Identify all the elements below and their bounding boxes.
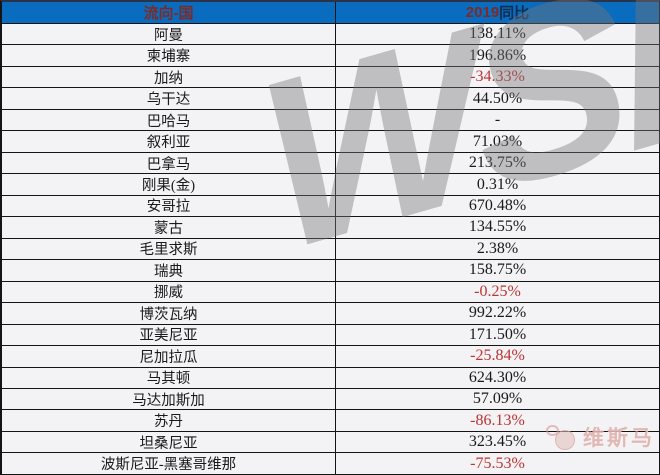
value-cell: 213.75% bbox=[468, 154, 527, 172]
country-cell: 蒙古 bbox=[2, 217, 336, 238]
table-row: 博茨瓦纳 992.22% bbox=[2, 303, 659, 325]
value-cell: 196.86% bbox=[468, 46, 527, 64]
country-cell: 乌干达 bbox=[2, 88, 336, 109]
value-cell: 44.50% bbox=[472, 89, 523, 107]
value-cell: 158.75% bbox=[468, 261, 527, 279]
value-cell: 992.22% bbox=[468, 304, 527, 322]
value-cell: -75.53% bbox=[470, 454, 525, 472]
table-row: 乌干达 44.50% bbox=[2, 88, 659, 110]
table-row: 挪威 -0.25% bbox=[2, 281, 659, 304]
country-cell: 尼加拉瓜 bbox=[2, 346, 336, 367]
country-cell: 安哥拉 bbox=[2, 195, 336, 217]
country-cell: 巴哈马 bbox=[2, 109, 336, 131]
country-cell: 柬埔寨 bbox=[2, 45, 336, 66]
country-cell: 毛里求斯 bbox=[2, 238, 336, 260]
table-row: 苏丹 -86.13% bbox=[2, 410, 659, 432]
table-row: 巴哈马 - bbox=[2, 109, 659, 132]
value-cell: 71.03% bbox=[472, 132, 523, 150]
table-row: 亚美尼亚 171.50% bbox=[2, 324, 659, 347]
country-cell: 亚美尼亚 bbox=[2, 324, 336, 346]
table-row: 波斯尼亚-黑塞哥维那 -75.53% bbox=[2, 453, 659, 474]
country-cell: 刚果(金) bbox=[2, 174, 336, 195]
table-row: 坦桑尼亚 323.45% bbox=[2, 431, 659, 454]
table-row: 阿曼 138.11% bbox=[2, 24, 659, 46]
value-cell: 624.30% bbox=[468, 368, 527, 386]
country-cell: 叙利亚 bbox=[2, 131, 336, 152]
value-cell: 138.11% bbox=[469, 25, 526, 43]
table-row: 马达加斯加 57.09% bbox=[2, 388, 659, 411]
value-cell: - bbox=[494, 111, 501, 129]
value-cell: 0.31% bbox=[476, 175, 519, 193]
table-row: 瑞典 158.75% bbox=[2, 260, 659, 282]
value-cell: 323.45% bbox=[468, 433, 527, 451]
table-row: 加纳 -34.33% bbox=[2, 66, 659, 89]
value-cell: -86.13% bbox=[470, 411, 525, 429]
table-row: 蒙古 134.55% bbox=[2, 217, 659, 239]
country-cell: 苏丹 bbox=[2, 410, 336, 431]
country-cell: 波斯尼亚-黑塞哥维那 bbox=[2, 453, 336, 474]
country-cell: 马其顿 bbox=[2, 367, 336, 388]
table-row: 毛里求斯 2.38% bbox=[2, 238, 659, 261]
value-cell: 171.50% bbox=[468, 325, 527, 343]
table-row: 安哥拉 670.48% bbox=[2, 195, 659, 218]
table-row: 马其顿 624.30% bbox=[2, 367, 659, 389]
value-cell: 670.48% bbox=[468, 196, 527, 214]
country-cell: 加纳 bbox=[2, 66, 336, 88]
value-cell: 134.55% bbox=[468, 218, 527, 236]
table-row: 柬埔寨 196.86% bbox=[2, 45, 659, 67]
table-row: 尼加拉瓜 -25.84% bbox=[2, 346, 659, 368]
table-row: 叙利亚 71.03% bbox=[2, 131, 659, 153]
value-cell: -0.25% bbox=[474, 282, 521, 300]
table-row: 刚果(金) 0.31% bbox=[2, 174, 659, 196]
value-cell: 2.38% bbox=[476, 239, 519, 257]
country-cell: 巴拿马 bbox=[2, 152, 336, 174]
country-cell: 坦桑尼亚 bbox=[2, 431, 336, 453]
country-cell: 马达加斯加 bbox=[2, 388, 336, 410]
country-cell: 博茨瓦纳 bbox=[2, 303, 336, 324]
table-row: 巴拿马 213.75% bbox=[2, 152, 659, 175]
header-country-column: 流向-国 bbox=[2, 2, 336, 23]
header-year-text: 2019 bbox=[465, 4, 500, 21]
country-cell: 瑞典 bbox=[2, 260, 336, 281]
value-cell: -25.84% bbox=[470, 347, 525, 365]
value-cell: 57.09% bbox=[472, 390, 523, 408]
table-header-row: 流向-国 2019 同比 bbox=[2, 2, 659, 24]
country-cell: 阿曼 bbox=[2, 24, 336, 45]
value-cell: -34.33% bbox=[470, 68, 525, 86]
header-yoy-label: 同比 bbox=[499, 5, 530, 22]
country-cell: 挪威 bbox=[2, 281, 336, 303]
header-value-column: 2019 同比 bbox=[336, 2, 659, 23]
